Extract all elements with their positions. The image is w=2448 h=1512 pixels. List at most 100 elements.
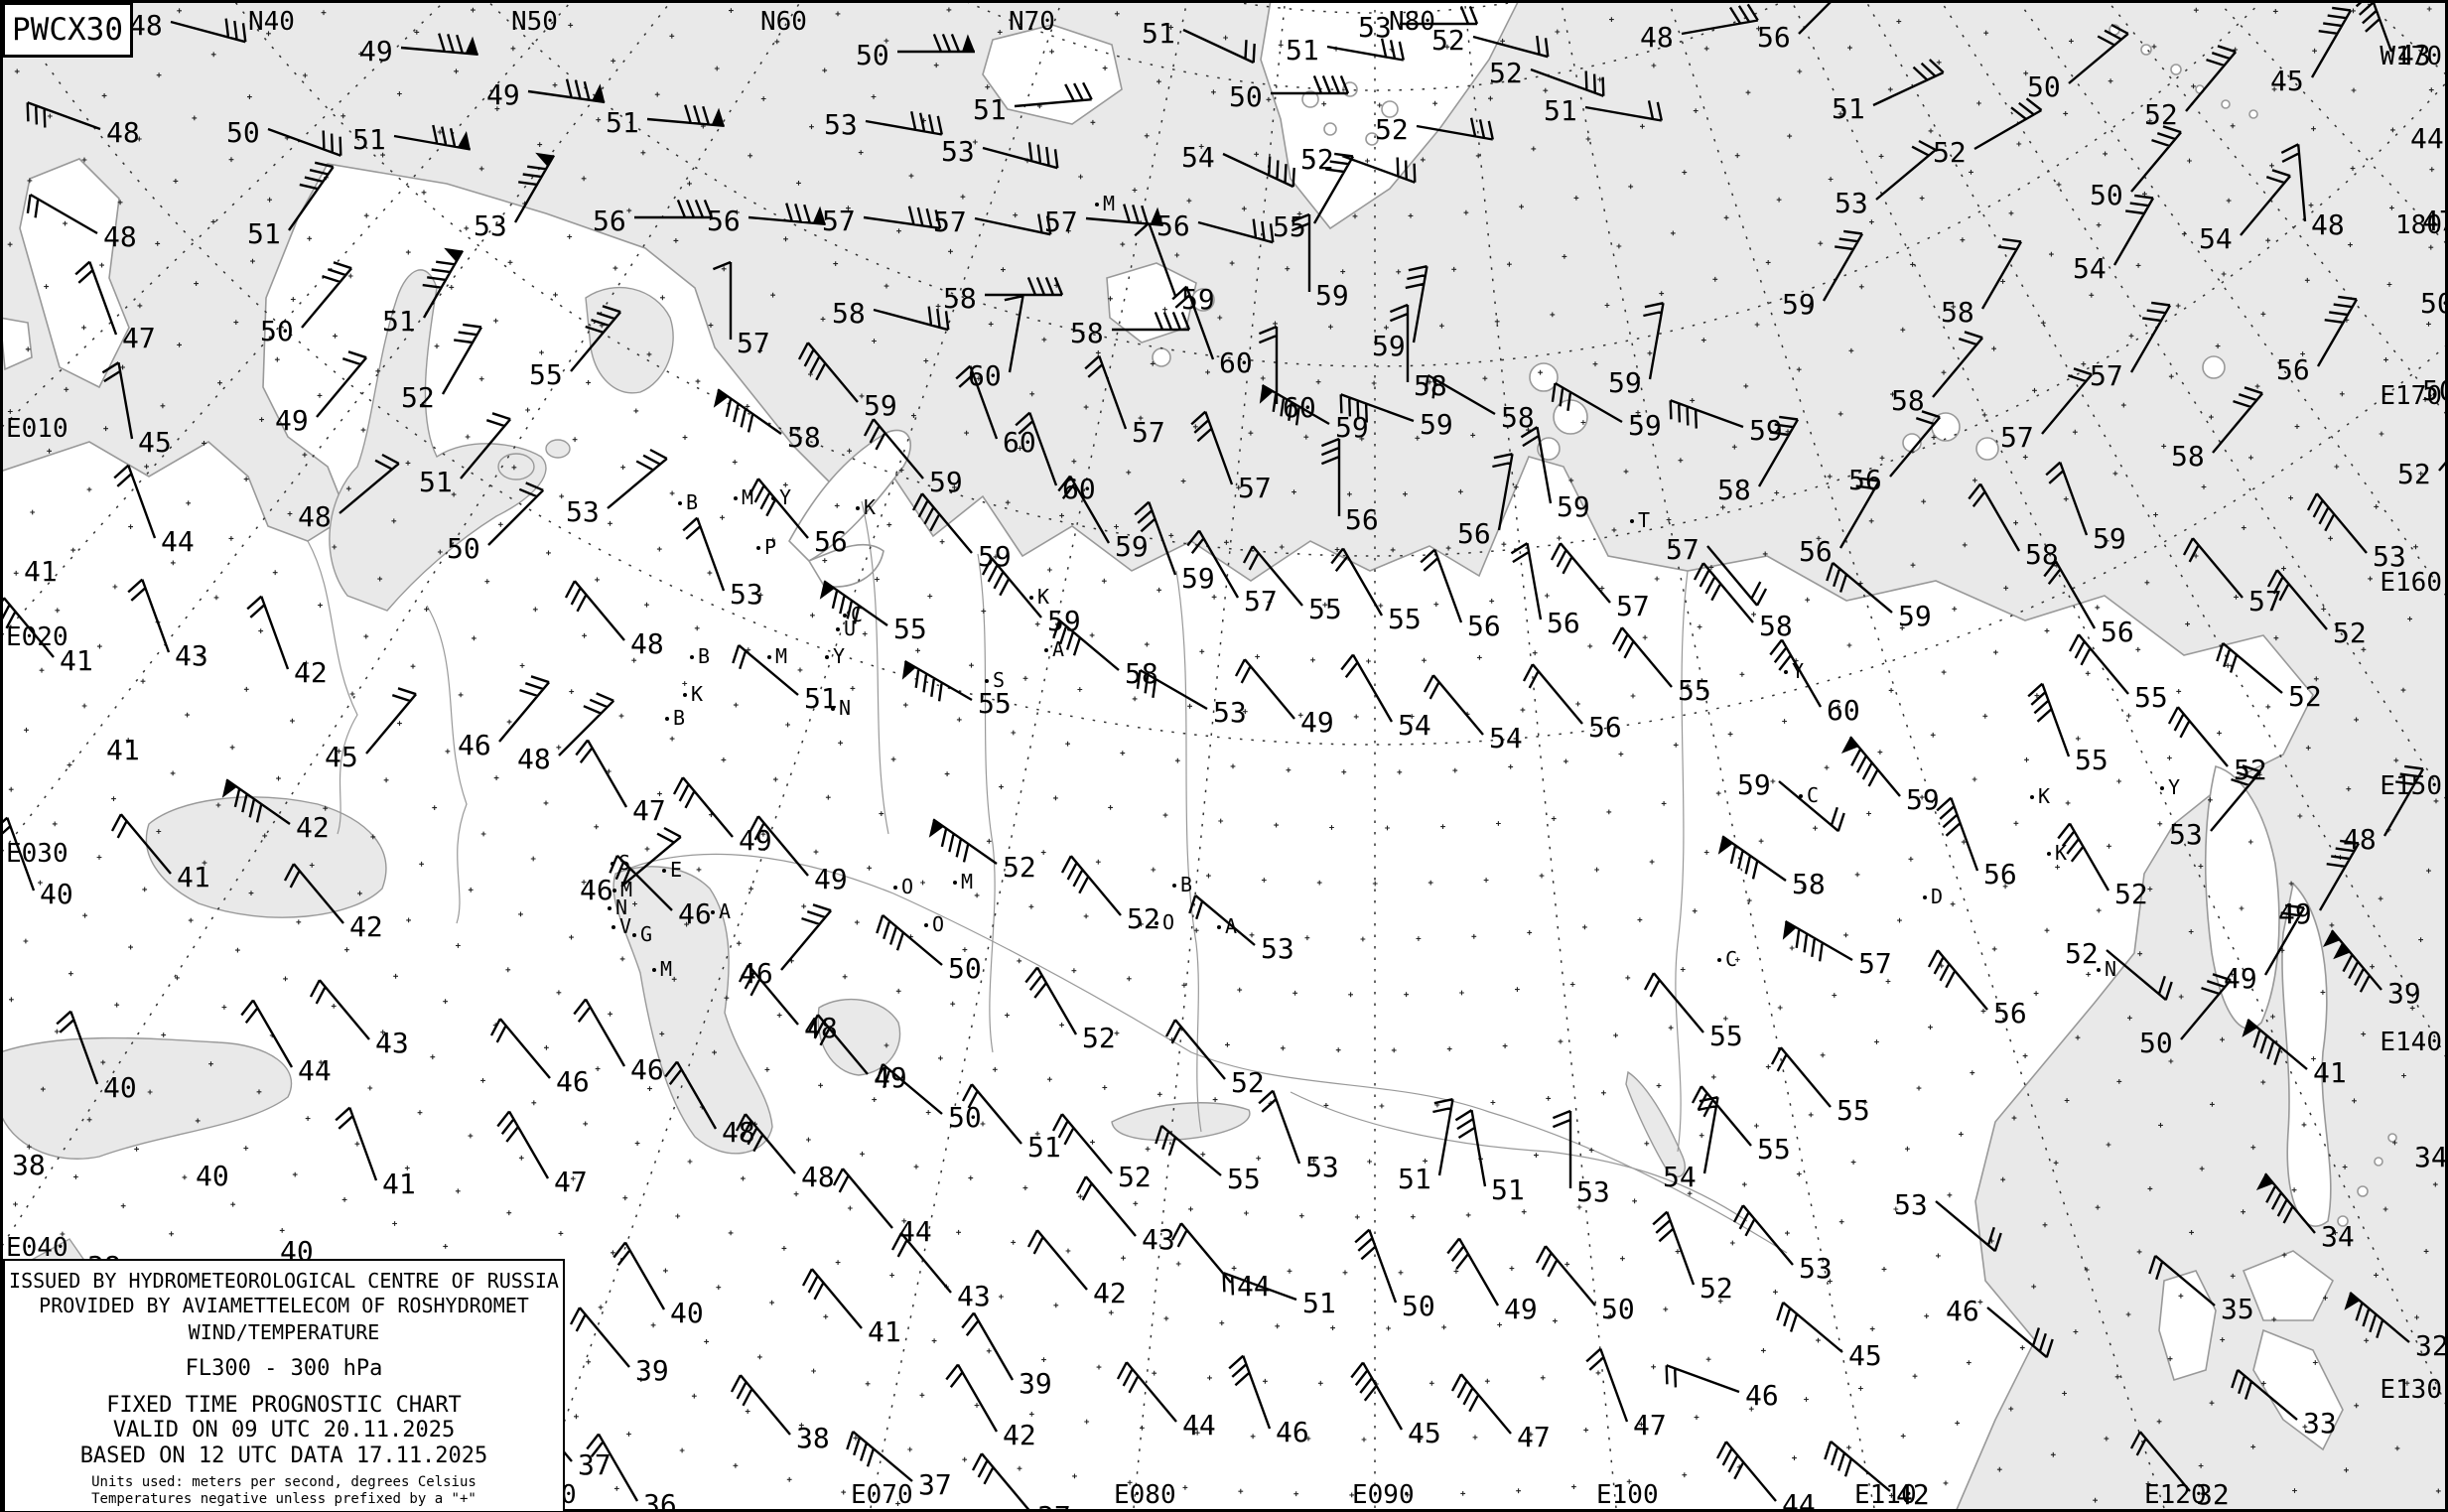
station-temperature: 52 — [2288, 680, 2322, 713]
station-temperature: 52 — [1489, 57, 1523, 89]
station-temperature: 50 — [2420, 287, 2448, 320]
station-temperature: 47 — [122, 322, 156, 354]
station-temperature: 42 — [294, 656, 328, 689]
station-temperature: 50 — [2422, 374, 2448, 407]
station-temperature: 41 — [24, 555, 58, 588]
station-temperature: 59 — [1115, 530, 1149, 563]
station-temperature: 48 — [1640, 21, 1674, 54]
station-temperature: 57 — [1244, 585, 1278, 618]
station-temperature: 51 — [247, 217, 281, 250]
station-temperature: 57 — [822, 205, 856, 237]
station-temperature: 58 — [1792, 868, 1826, 900]
station-temperature: 42 — [349, 910, 383, 943]
station-temperature: 43 — [375, 1027, 409, 1059]
station-temperature: 59 — [1315, 279, 1349, 312]
station-temperature: 59 — [1047, 605, 1081, 637]
station-temperature: 41 — [382, 1168, 416, 1200]
graticule-dots — [7, 6, 2441, 1506]
station-temperature: 56 — [814, 525, 848, 558]
graticule-label-right: E170 — [2380, 381, 2442, 411]
station-temperature: 58 — [787, 421, 821, 454]
city-letter: C — [1807, 783, 1819, 807]
station-temperature: 48 — [801, 1161, 835, 1193]
station-temperature: 57 — [2090, 359, 2123, 392]
station-temperature: 56 — [1345, 503, 1379, 536]
station-temperature: 40 — [40, 878, 73, 910]
station-temperature: 57 — [933, 206, 967, 238]
station-temperature: 55 — [1757, 1133, 1791, 1166]
station-temperature: 55 — [1388, 603, 1422, 635]
city-letter: D — [1931, 885, 1943, 908]
station-temperature: 53 — [941, 135, 975, 168]
station-temperature: 45 — [138, 426, 172, 459]
station-temperature: 57 — [737, 327, 770, 359]
station-temperature: 40 — [103, 1071, 137, 1104]
station-temperature: 46 — [1946, 1295, 1979, 1327]
station-temperature: 46 — [580, 874, 613, 906]
station-temperature: 46 — [1745, 1379, 1779, 1412]
chart-id-code: PWCX30 — [12, 12, 123, 48]
station-temperature: 56 — [1156, 209, 1190, 242]
station-temperature: 56 — [593, 205, 626, 237]
city-letter: A — [1225, 914, 1237, 938]
station-temperature: 58 — [832, 297, 866, 330]
station-temperature: 55 — [1273, 210, 1306, 243]
station-temperature: 59 — [1782, 288, 1816, 321]
station-temperature: 58 — [1891, 384, 1925, 417]
station-temperature: 36 — [643, 1488, 677, 1512]
station-temperature: 52 — [1231, 1066, 1265, 1099]
station-temperature: 47 — [2422, 205, 2448, 237]
station-temperature: 49 — [814, 863, 848, 895]
station-temperature: 52 — [1700, 1272, 1733, 1305]
graticule-label-bottom: E110 — [1854, 1480, 1917, 1510]
station-temperature: 32 — [2415, 1329, 2448, 1362]
station-temperature: 56 — [1588, 711, 1622, 744]
station-temperature: 41 — [60, 644, 93, 677]
station-temperature: 53 — [1835, 187, 1868, 219]
station-temperature: 32 — [2196, 1478, 2230, 1511]
station-temperature: 50 — [260, 315, 294, 347]
station-temperature: 52 — [2397, 458, 2431, 490]
station-temperature: 52 — [2114, 878, 2148, 910]
graticule-label-top: N80 — [1389, 7, 1435, 37]
station-temperature: 57 — [2248, 585, 2282, 618]
station-temperature: 46 — [630, 1053, 664, 1086]
station-temperature: 56 — [1799, 535, 1833, 568]
station-temperature: 57 — [1132, 416, 1165, 449]
station-temperature: 53 — [1305, 1151, 1339, 1183]
station-temperature: 54 — [1181, 141, 1215, 174]
station-temperature: 44 — [1237, 1270, 1271, 1303]
station-temperature: 49 — [1504, 1293, 1538, 1325]
station-temperature: 37 — [578, 1448, 612, 1481]
graticule-label-left: E040 — [6, 1233, 68, 1263]
station-temperature: 56 — [1547, 607, 1580, 639]
station-temperature: 56 — [707, 205, 741, 237]
city-letter: Y — [779, 485, 791, 509]
city-letter: K — [864, 495, 876, 519]
station-temperature: 59 — [1628, 409, 1662, 442]
station-temperature: 58 — [1070, 317, 1104, 349]
station-temperature: 58 — [943, 282, 977, 315]
station-temperature: 41 — [106, 734, 140, 766]
station-temperature: 56 — [2276, 353, 2310, 386]
station-temperature: 58 — [1501, 401, 1535, 434]
station-temperature: 49 — [359, 35, 393, 68]
graticule-label-top: N40 — [248, 7, 295, 37]
station-temperature: 48 — [2311, 208, 2345, 241]
station-temperature: 58 — [2171, 440, 2205, 473]
graticule-label-left: E010 — [6, 414, 68, 444]
station-temperature: 58 — [1941, 296, 1974, 329]
graticule-label-bottom: E090 — [1352, 1480, 1415, 1510]
station-temperature: 48 — [804, 1012, 838, 1044]
city-letter: M — [742, 485, 753, 509]
station-temperature: 34 — [2321, 1220, 2355, 1253]
station-temperature: 46 — [1276, 1416, 1309, 1448]
graticule-label-right: W170 — [2380, 42, 2442, 71]
station-temperature: 56 — [1848, 464, 1882, 496]
station-temperature: 40 — [670, 1297, 704, 1329]
graticule-label-top: N60 — [760, 7, 807, 37]
city-letter: V — [619, 914, 631, 938]
station-temperature: 59 — [1420, 408, 1453, 441]
city-letter: K — [2055, 841, 2067, 865]
